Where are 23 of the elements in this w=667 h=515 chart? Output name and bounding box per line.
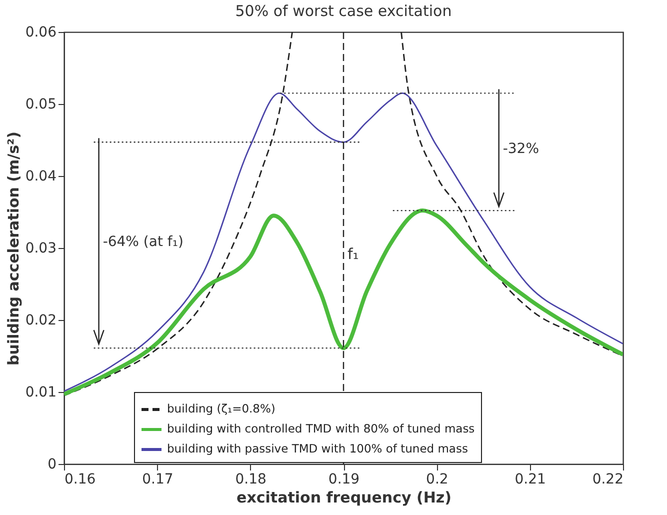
x-tick-label: 0.2 <box>426 472 448 488</box>
ref-line-label: f₁ <box>348 245 359 263</box>
y-axis-title: building acceleration (m/s²) <box>4 132 22 366</box>
x-tick-label: 0.22 <box>592 472 624 488</box>
legend-label: building with controlled TMD with 80% of tuned mass <box>167 422 475 436</box>
y-tick-label: 0.01 <box>25 384 56 400</box>
y-tick-label: 0.02 <box>25 312 56 328</box>
x-tick-label: 0.17 <box>142 472 174 488</box>
chart-title: 50% of worst case excitation <box>235 2 452 20</box>
y-tick-label: 0.06 <box>25 24 57 40</box>
y-tick-label: 0 <box>48 456 56 472</box>
y-tick-label: 0.03 <box>25 240 56 256</box>
x-tick-label: 0.16 <box>64 472 96 488</box>
x-tick-label: 0.18 <box>235 472 266 488</box>
annotation: -32% <box>502 140 540 157</box>
legend-label: building with passive TMD with 100% of tuned mass <box>167 442 468 456</box>
x-tick-label: 0.19 <box>328 472 360 488</box>
x-axis-title: excitation frequency (Hz) <box>236 488 452 506</box>
x-tick-label: 0.21 <box>514 472 546 488</box>
y-tick-label: 0.04 <box>25 168 57 184</box>
annotation: -64% (at f₁) <box>102 234 184 250</box>
legend-label: building (ζ₁=0.8%) <box>167 402 276 416</box>
y-tick-label: 0.05 <box>25 96 56 112</box>
